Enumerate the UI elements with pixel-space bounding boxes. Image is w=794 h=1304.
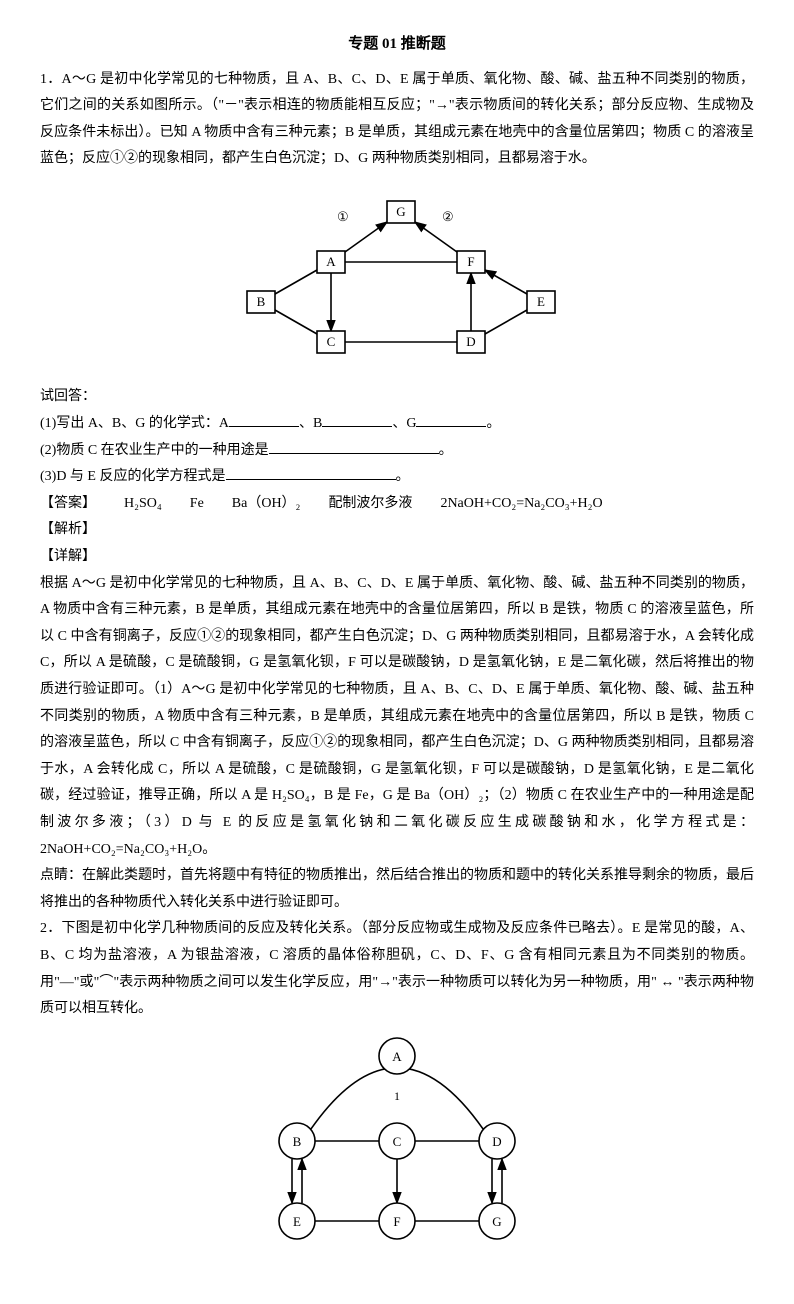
q1-detail: 根据 A～G 是初中化学常见的七种物质，且 A、B、C、D、E 属于单质、氧化物… [40, 571, 754, 864]
q1-sub1-b: 、B [299, 416, 322, 431]
svg-text:B: B [293, 1134, 302, 1149]
svg-text:E: E [293, 1214, 301, 1229]
svg-text:E: E [537, 294, 545, 309]
svg-text:A: A [326, 254, 336, 269]
q1-sub1-g: 、G [392, 416, 416, 431]
q1-sub1: (1)写出 A、B、G 的化学式：A 、B 、G 。 [40, 411, 754, 438]
q1-sub2-end: 。 [439, 443, 453, 458]
answer-eq: 2NaOH+CO₂=Na₂CO₃+H₂O [440, 491, 602, 518]
answer-g: Ba（OH）₂ [232, 491, 301, 518]
svg-text:C: C [393, 1134, 402, 1149]
q1-sub1-pre: (1)写出 A、B、G 的化学式：A [40, 416, 229, 431]
blank-g [416, 412, 486, 427]
svg-text:D: D [492, 1134, 501, 1149]
page-number: 1 [0, 1085, 794, 1108]
svg-text:A: A [392, 1049, 402, 1064]
q1-sub3-end: 。 [396, 469, 410, 484]
blank-a [229, 412, 299, 427]
jiexi-label: 【解析】 [40, 517, 754, 544]
blank-eq [226, 465, 396, 480]
svg-text:G: G [492, 1214, 501, 1229]
svg-text:F: F [467, 254, 474, 269]
answer-row: 【答案】 H₂SO₄ Fe Ba（OH）₂ 配制波尔多液 2NaOH+CO₂=N… [40, 491, 754, 518]
svg-text:①: ① [337, 209, 349, 224]
svg-text:C: C [327, 334, 336, 349]
q1-intro: 1．A～G 是初中化学常见的七种物质，且 A、B、C、D、E 属于单质、氧化物、… [40, 67, 754, 173]
q1-sub3: (3)D 与 E 反应的化学方程式是 。 [40, 464, 754, 491]
svg-text:D: D [466, 334, 475, 349]
q2-diagram: A B C D E F G [40, 1031, 754, 1267]
blank-use [269, 439, 439, 454]
q1-sub2-pre: (2)物质 C 在农业生产中的一种用途是 [40, 443, 269, 458]
answer-c: 配制波尔多液 [328, 491, 412, 518]
svg-text:G: G [396, 204, 405, 219]
xiangjie-label: 【详解】 [40, 544, 754, 571]
answer-label: 【答案】 [40, 491, 96, 518]
q1-sub2: (2)物质 C 在农业生产中的一种用途是 。 [40, 438, 754, 465]
answer-a: H₂SO₄ [124, 491, 162, 518]
page-title: 专题 01 推断题 [40, 30, 754, 59]
q2-intro: 2．下图是初中化学几种物质间的反应及转化关系。（部分反应物或生成物及反应条件已略… [40, 916, 754, 1022]
q1-dianjing: 点睛：在解此类题时，首先将题中有特征的物质推出，然后结合推出的物质和题中的转化关… [40, 863, 754, 916]
q1-tryans: 试回答： [40, 384, 754, 411]
svg-text:B: B [257, 294, 266, 309]
svg-text:②: ② [442, 209, 454, 224]
answer-b: Fe [190, 491, 204, 518]
q1-diagram: ① ② G A F B E C D [40, 181, 754, 377]
blank-b [322, 412, 392, 427]
svg-text:F: F [393, 1214, 400, 1229]
q1-sub1-end: 。 [486, 416, 500, 431]
q1-sub3-pre: (3)D 与 E 反应的化学方程式是 [40, 469, 226, 484]
